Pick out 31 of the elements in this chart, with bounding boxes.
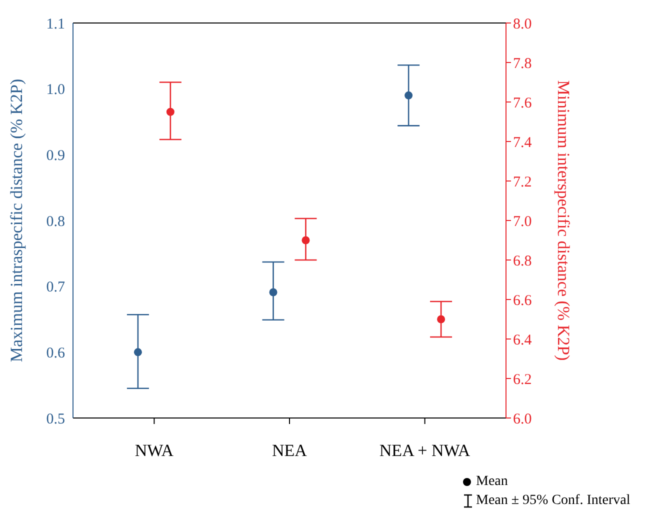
y2-tick-label: 7.2 — [513, 174, 532, 190]
text: Mean ± 95% Conf. Interval — [476, 493, 630, 509]
point — [302, 236, 310, 244]
y2-tick-label: 7.8 — [513, 56, 532, 72]
y2-tick-label: 6.8 — [513, 253, 532, 270]
x-tick-label: NWA — [134, 441, 174, 460]
y-tick-label: 0.6 — [46, 345, 66, 362]
x-tick-label: NEA + NWA — [379, 441, 471, 460]
point — [269, 288, 278, 296]
y2-tick-label: 6.0 — [513, 411, 532, 428]
y2-tick-label: 6.4 — [513, 332, 532, 348]
point — [437, 315, 446, 324]
y-tick-label: 1.1 — [46, 16, 65, 32]
y-tick-label: 0.8 — [46, 214, 65, 230]
y-tick-label: 1.0 — [46, 82, 65, 98]
y2-tick-label: 8.0 — [513, 16, 532, 32]
y2-axis-title: Minimum interspecific distance (% K2P) — [554, 80, 573, 361]
text: Mean — [476, 474, 508, 490]
y-axis-title: Maximum intraspecific distance (% K2P) — [7, 78, 26, 362]
y-tick-label: 0.7 — [46, 280, 66, 296]
y2-tick-label: 7.0 — [513, 214, 532, 230]
point — [404, 91, 413, 100]
y-tick-label: 0.9 — [46, 148, 65, 164]
y2-tick-label: 6.6 — [513, 292, 532, 309]
x-tick-label: NEA — [272, 441, 308, 460]
y-tick-label: 0.5 — [46, 411, 65, 428]
y2-tick-label: 7.4 — [513, 134, 532, 151]
point — [134, 348, 142, 356]
point — [166, 108, 174, 116]
y2-tick-label: 7.6 — [513, 95, 532, 112]
y2-tick-label: 6.2 — [513, 372, 532, 388]
